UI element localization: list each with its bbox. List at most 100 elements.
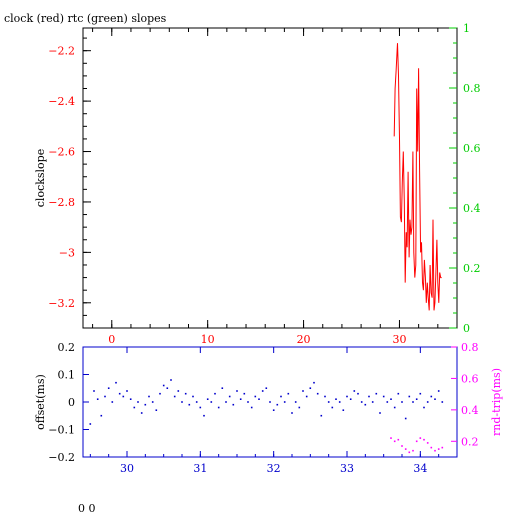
point-offset	[313, 381, 315, 384]
bottom-ylabel: offset(ms)	[34, 374, 47, 430]
point-offset	[335, 398, 337, 400]
point-rnd-trip	[430, 446, 433, 449]
bottom-y2-tick-label: 0.6	[461, 372, 479, 385]
point-offset	[96, 398, 99, 400]
point-rnd-trip	[401, 445, 403, 447]
top-ylabel: clockslope	[34, 149, 47, 207]
top-x-tick-label: 10	[201, 333, 215, 346]
bottom-y2label: rnd-trip(ms)	[490, 368, 503, 436]
point-offset	[214, 392, 216, 395]
top-chart: clockslope −3.2 −3 −2.8 −2.6 −2.4 −2.2 0 0.2 0.4…	[34, 22, 481, 346]
top-y-tick-label: −3	[59, 246, 75, 259]
point-rnd-trip	[415, 440, 418, 443]
point-offset	[184, 392, 187, 395]
point-offset	[291, 412, 293, 414]
point-offset	[283, 401, 286, 403]
point-rnd-trip	[434, 449, 436, 452]
point-offset	[107, 387, 110, 389]
point-offset	[430, 395, 433, 398]
bottom-x-tick-label: 33	[340, 462, 354, 475]
bottom-y2-tick-label: 0.2	[461, 435, 479, 448]
point-offset	[137, 401, 139, 403]
point-offset	[195, 401, 198, 403]
point-offset	[309, 387, 312, 389]
point-rnd-trip	[441, 446, 444, 449]
bottom-y-tick-label: 0	[68, 396, 75, 409]
top-y2-tick-label: 1	[463, 22, 470, 35]
point-offset	[254, 395, 257, 398]
bottom-chart: offset(ms) rnd-trip(ms) −0.2 −0.1 0 0.1 0.2 0…	[34, 341, 503, 475]
point-offset	[346, 395, 348, 398]
point-offset	[287, 392, 290, 395]
point-offset	[423, 406, 425, 409]
point-offset	[239, 398, 242, 400]
point-offset	[111, 401, 114, 403]
bottom-y2-tick-label: 0.8	[461, 341, 479, 354]
point-offset	[225, 401, 227, 403]
point-offset	[357, 392, 359, 395]
point-offset	[349, 398, 352, 400]
point-offset	[324, 395, 326, 398]
point-offset	[188, 403, 191, 406]
point-rnd-trip	[393, 440, 396, 443]
point-offset	[89, 423, 92, 425]
point-offset	[115, 381, 117, 384]
point-offset	[265, 387, 268, 389]
point-offset	[441, 401, 444, 403]
point-offset	[199, 406, 202, 409]
series-line-clock	[393, 43, 442, 311]
point-rnd-trip	[437, 448, 440, 450]
point-offset	[126, 390, 128, 392]
point-offset	[375, 392, 378, 395]
point-offset	[276, 403, 279, 406]
point-offset	[305, 395, 308, 398]
point-offset	[368, 395, 370, 398]
top-y-tick-label: −2.6	[48, 146, 75, 159]
bottom-y-tick-label: −0.2	[48, 451, 75, 464]
point-offset	[415, 398, 418, 400]
point-offset	[316, 392, 319, 395]
point-offset	[181, 401, 183, 403]
point-offset	[100, 414, 103, 417]
top-x-tick-label: 20	[297, 333, 311, 346]
point-offset	[140, 412, 143, 414]
point-offset	[159, 392, 161, 395]
bottom-x-tick-label: 34	[413, 462, 427, 475]
top-y-tick-label: −2.8	[48, 196, 75, 209]
point-offset	[155, 409, 158, 411]
point-offset	[272, 409, 275, 411]
point-offset	[412, 401, 414, 403]
point-offset	[228, 395, 231, 398]
point-rnd-trip	[404, 448, 407, 450]
point-rnd-trip	[419, 437, 422, 439]
point-offset	[162, 384, 165, 387]
point-offset	[338, 401, 341, 403]
point-offset	[298, 406, 301, 409]
point-rnd-trip	[390, 437, 392, 439]
bottom-y-tick-label: 0.1	[58, 369, 76, 382]
bottom-x-tick-label: 32	[267, 462, 281, 475]
point-offset	[390, 398, 392, 400]
bottom-y2-tick-label: 0.4	[461, 404, 479, 417]
top-y2-tick-label: 0	[463, 322, 470, 335]
point-offset	[327, 401, 330, 403]
point-offset	[173, 395, 176, 398]
point-offset	[294, 401, 297, 403]
point-offset	[426, 401, 429, 403]
point-offset	[144, 403, 147, 406]
point-offset	[217, 406, 220, 409]
point-offset	[353, 390, 356, 392]
top-y2-tick-label: 0.8	[463, 82, 481, 95]
point-offset	[258, 398, 260, 400]
point-offset	[210, 401, 213, 403]
point-offset	[177, 390, 180, 392]
bottom-x-tick-label: 31	[193, 462, 207, 475]
point-offset	[364, 403, 367, 406]
bottom-x-tick-label: 30	[120, 462, 134, 475]
bottom-y-tick-label: −0.1	[48, 424, 75, 437]
bottom-marks: −0.2 −0.1 0 0.1 0.2 0.2 0.4 0.6 0.8 30 31 32 33 34	[48, 341, 478, 475]
point-offset	[104, 395, 106, 398]
point-offset	[133, 406, 136, 409]
point-offset	[93, 390, 95, 392]
point-offset	[419, 392, 422, 395]
